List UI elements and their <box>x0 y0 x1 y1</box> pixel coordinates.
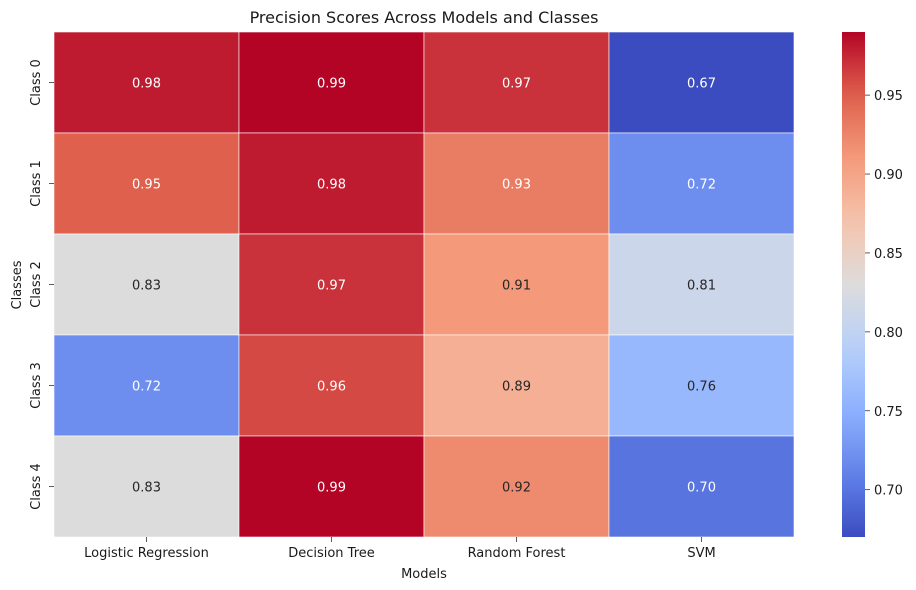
cell-value-label: 0.96 <box>317 380 346 395</box>
heatmap-cell <box>423 132 610 235</box>
chart-title: Precision Scores Across Models and Class… <box>250 8 599 27</box>
cell-value-label: 0.72 <box>132 380 161 395</box>
heatmap-cells: 0.98 0.99 0.97 0.67 0.95 0.98 0.93 0.72 0.83 0.97… <box>53 31 795 538</box>
x-tick-labels: Logistic Regression Decision Tree Random F… <box>84 537 716 561</box>
x-tick-label: Random Forest <box>468 546 566 561</box>
heatmap-cell <box>423 31 610 134</box>
heatmap-cell <box>608 233 795 336</box>
cell-value-label: 0.97 <box>502 77 531 92</box>
heatmap-cell <box>608 132 795 235</box>
x-tick-label: SVM <box>687 546 715 561</box>
colorbar-tick-label: 0.95 <box>874 89 903 104</box>
y-tick-label: Class 1 <box>29 160 44 207</box>
cell-value-label: 0.98 <box>317 178 346 193</box>
cell-value-label: 0.67 <box>687 77 716 92</box>
cell-value-label: 0.83 <box>132 481 161 496</box>
y-axis-label: Classes <box>10 260 25 309</box>
colorbar-tick-label: 0.85 <box>874 247 903 262</box>
heatmap-cell <box>423 435 610 538</box>
heatmap-cell <box>238 435 425 538</box>
cell-value-label: 0.89 <box>502 380 531 395</box>
colorbar-ticks: 0.70 0.75 0.80 0.85 0.90 0.95 <box>865 89 903 499</box>
cell-value-label: 0.98 <box>132 77 161 92</box>
cell-value-label: 0.93 <box>502 178 531 193</box>
colorbar-tick-label: 0.90 <box>874 168 903 183</box>
colorbar-tick-label: 0.80 <box>874 326 903 341</box>
cell-value-label: 0.83 <box>132 279 161 294</box>
heatmap-cell <box>608 435 795 538</box>
heatmap-cell <box>53 334 240 437</box>
cell-value-label: 0.76 <box>687 380 716 395</box>
heatmap-cell <box>608 31 795 134</box>
heatmap-cell <box>238 132 425 235</box>
colorbar-tick-label: 0.70 <box>874 484 903 499</box>
heatmap-cell <box>53 132 240 235</box>
colorbar <box>842 32 865 537</box>
y-tick-label: Class 3 <box>29 362 44 409</box>
cell-value-label: 0.95 <box>132 178 161 193</box>
cell-value-label: 0.72 <box>687 178 716 193</box>
cell-value-label: 0.99 <box>317 77 346 92</box>
x-tick-label: Logistic Regression <box>84 546 209 561</box>
heatmap-cell <box>238 334 425 437</box>
heatmap-cell <box>238 233 425 336</box>
colorbar-tick-label: 0.75 <box>874 405 903 420</box>
heatmap-cell <box>53 31 240 134</box>
cell-value-label: 0.81 <box>687 279 716 294</box>
heatmap-cell <box>53 435 240 538</box>
y-tick-label: Class 2 <box>29 261 44 308</box>
heatmap-cell <box>608 334 795 437</box>
cell-value-label: 0.99 <box>317 481 346 496</box>
cell-value-label: 0.91 <box>502 279 531 294</box>
x-axis-label: Models <box>401 567 447 582</box>
x-tick-label: Decision Tree <box>288 546 375 561</box>
cell-value-label: 0.70 <box>687 481 716 496</box>
cell-value-label: 0.92 <box>502 481 531 496</box>
heatmap-cell <box>238 31 425 134</box>
cell-value-label: 0.97 <box>317 279 346 294</box>
y-tick-label: Class 0 <box>29 59 44 106</box>
y-tick-label: Class 4 <box>29 463 44 510</box>
heatmap-cell <box>423 334 610 437</box>
y-tick-labels: Class 0 Class 1 Class 2 Class 3 Class 4 <box>29 59 54 510</box>
